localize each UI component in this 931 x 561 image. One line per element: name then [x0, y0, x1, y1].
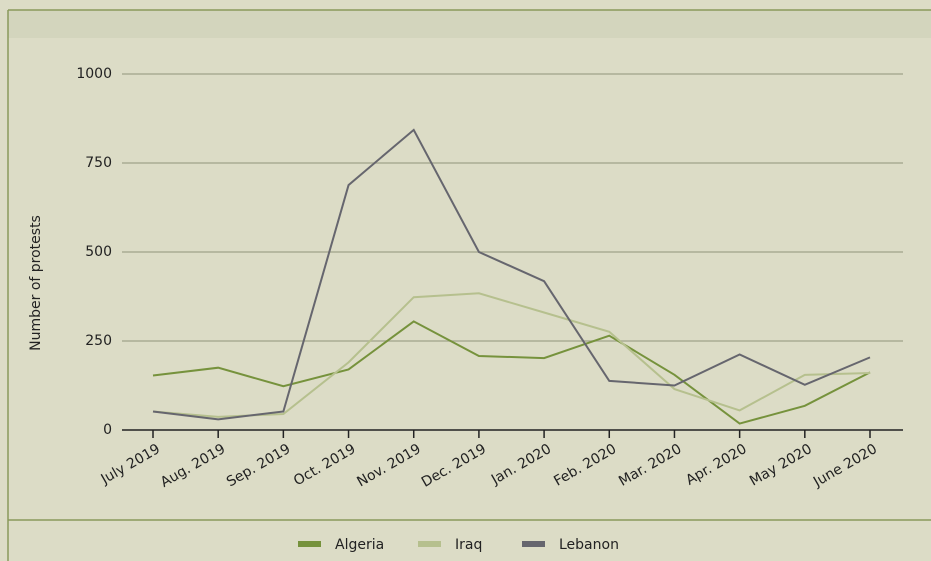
y-tick-label: 0	[103, 422, 112, 438]
legend-label: Lebanon	[559, 537, 619, 553]
series-line	[152, 320, 871, 425]
legend-swatch	[298, 541, 321, 547]
y-tick-label: 250	[85, 333, 112, 349]
legend-swatch	[418, 541, 441, 547]
y-tick-label: 750	[85, 155, 112, 171]
legend-label: Iraq	[455, 537, 482, 553]
header-band	[8, 10, 931, 38]
legend-label: Algeria	[335, 537, 384, 553]
y-tick-label: 500	[85, 244, 112, 260]
legend-swatch	[522, 541, 545, 547]
series-line	[152, 128, 871, 421]
y-tick-label: 1000	[76, 66, 112, 82]
series-line	[152, 292, 871, 418]
y-axis-label: Number of protests	[28, 215, 44, 351]
